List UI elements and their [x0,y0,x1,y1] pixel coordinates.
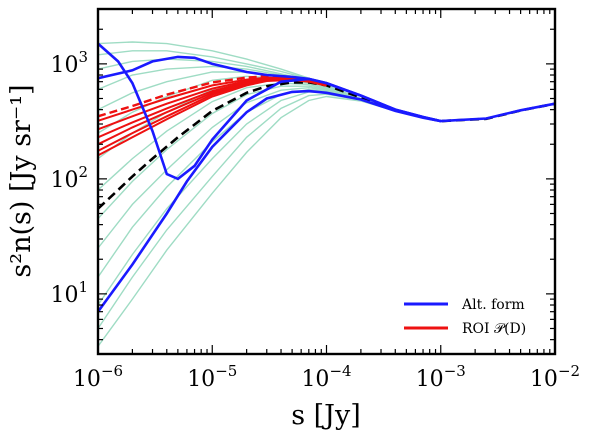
x-tick-label: 10−6 [73,362,123,392]
y-tick-label: 103 [50,48,88,78]
x-tick-label: 10−5 [187,362,237,392]
background-curve-12 [98,93,555,329]
x-tick-label: 10−4 [301,362,351,392]
roi-curve-5 [98,78,327,157]
background-curve-8 [98,85,555,220]
y-tick-label: 101 [50,278,88,308]
x-axis-label: s [Jy] [291,400,361,431]
tick-labels: 10−6 10−5 10−4 10−3 10−2 101 102 103 [50,48,580,392]
legend-label-alt-form: Alt. form [461,297,525,313]
y-tick-label: 102 [50,163,88,193]
background-curve-11 [98,91,555,306]
x-tick-label: 10−3 [416,362,466,392]
axis-ticks [97,8,556,355]
reference-dashed-curve [98,81,555,210]
legend-label-roi: ROI 𝒫(D) [462,321,526,337]
y-axis-label: s²n(s) [Jy sr⁻¹] [6,84,37,277]
alt-form-curve-2 [98,89,442,313]
x-tick-label: 10−2 [530,362,580,392]
legend: Alt. form ROI 𝒫(D) [404,297,526,337]
series-layer [98,42,555,313]
alt-form-curve-1 [98,55,442,123]
